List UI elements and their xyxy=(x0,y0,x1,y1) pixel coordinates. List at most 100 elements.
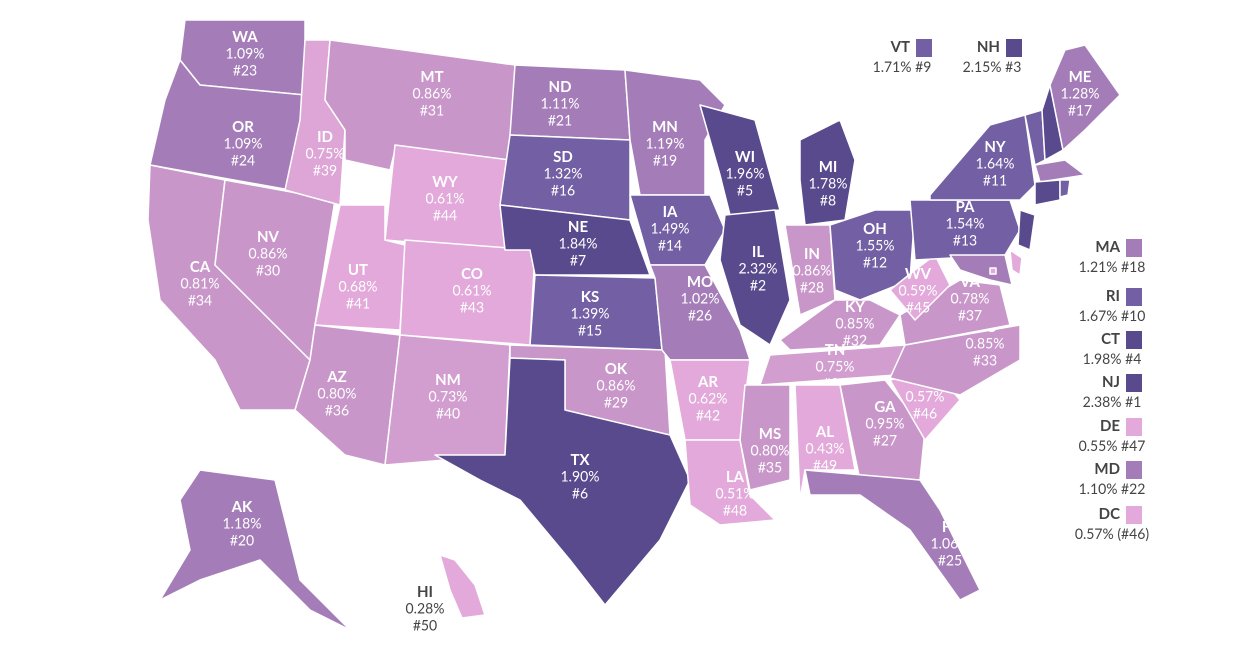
state-share: 0.86% xyxy=(413,85,452,102)
state-abbr: MN xyxy=(652,118,678,136)
state-share: 1.78% xyxy=(809,175,848,192)
state-rank: #8 xyxy=(820,192,836,209)
callout-share: 1.71% xyxy=(873,58,912,75)
state: IA1.49%#14 xyxy=(629,194,726,266)
state-rank: #16 xyxy=(551,182,575,199)
state-abbr: ND xyxy=(549,78,572,96)
state-shape xyxy=(949,254,1013,286)
state-abbr: OR xyxy=(232,118,254,136)
state: ME1.28%#17 xyxy=(1049,44,1121,151)
state: PA1.54%#13 xyxy=(909,198,1021,261)
state-abbr: HI xyxy=(417,583,433,601)
state: TX1.90%#6 xyxy=(434,357,691,606)
callout-share: 0.57% xyxy=(1075,525,1114,542)
state-abbr: SD xyxy=(553,148,573,166)
state-rank: #13 xyxy=(953,232,977,249)
state-abbr: WA xyxy=(232,28,258,46)
state-rank: #17 xyxy=(1068,102,1092,119)
callout-swatch xyxy=(1126,461,1142,479)
state-share: 0.86% xyxy=(597,377,636,394)
callout-value: 1.67% #10 xyxy=(1079,307,1146,324)
state-share: 0.86% xyxy=(793,262,832,279)
state-shape xyxy=(794,384,856,501)
state: MA 1.21% #18 xyxy=(1034,159,1146,275)
state-abbr: PA xyxy=(956,198,976,216)
state: AK1.18%#20 xyxy=(159,469,351,631)
state-rank: #32 xyxy=(843,332,867,349)
callout-swatch xyxy=(1006,39,1022,57)
callout-value: 0.55% #47 xyxy=(1079,437,1146,454)
state-share: 1.11% xyxy=(541,95,580,112)
state: NM0.73%#40 xyxy=(384,334,511,466)
callout-share: 2.38% xyxy=(1083,393,1122,410)
state-shape xyxy=(159,469,351,631)
state-share: 1.32% xyxy=(544,165,583,182)
callout-rank: #18 xyxy=(1121,258,1145,275)
state-shape xyxy=(889,254,951,321)
state-rank: #35 xyxy=(758,459,782,476)
state: NJ 2.38% #1 xyxy=(1017,209,1142,410)
callout-rank: #4 xyxy=(1125,350,1141,367)
state: MD 1.10% #22 xyxy=(949,254,1146,497)
state-shape xyxy=(804,469,981,601)
state: ND1.11%#21 xyxy=(509,64,631,141)
callout-abbr: RI xyxy=(1106,287,1120,305)
callout-share: 1.67% xyxy=(1079,307,1118,324)
state-abbr: IA xyxy=(663,203,678,221)
state-share: 1.54% xyxy=(946,215,985,232)
state-rank: #48 xyxy=(723,502,747,519)
callout-abbr: NJ xyxy=(1102,373,1120,391)
state-share: 0.73% xyxy=(429,388,468,405)
state: RI 1.67% #10 xyxy=(1059,179,1146,324)
state-rank: #11 xyxy=(983,172,1007,189)
callout-value: 1.21% #18 xyxy=(1079,258,1146,275)
callout-swatch xyxy=(1126,288,1142,306)
state-abbr: UT xyxy=(348,261,368,279)
state-rank: #26 xyxy=(688,307,712,324)
state-share: 0.81% xyxy=(181,275,220,292)
state-rank: #15 xyxy=(578,322,602,339)
state-rank: #37 xyxy=(958,307,982,324)
callout-value: 1.98% #4 xyxy=(1083,350,1142,367)
state-abbr: KY xyxy=(845,298,865,316)
state: LA0.51%#48 xyxy=(684,439,776,526)
state-abbr: IL xyxy=(752,243,764,261)
state-abbr: MI xyxy=(819,158,838,176)
state: WV0.59%#45 xyxy=(889,254,951,321)
callout-rank: #47 xyxy=(1121,437,1145,454)
callout-value: 1.10% #22 xyxy=(1079,480,1146,497)
state-shape xyxy=(739,384,791,491)
state: MO1.02%#26 xyxy=(649,264,751,361)
state-abbr: WY xyxy=(432,173,458,191)
state-abbr: LA xyxy=(726,468,745,486)
state-share: 1.06% xyxy=(931,535,970,552)
state-share: 0.80% xyxy=(318,385,357,402)
callout-swatch xyxy=(1126,239,1142,257)
state-rank: #12 xyxy=(863,254,887,271)
state-abbr: WI xyxy=(735,148,755,166)
state-abbr: MS xyxy=(759,425,781,443)
state-share: 1.55% xyxy=(856,237,895,254)
callout-value: 2.15% #3 xyxy=(963,58,1022,75)
state-share: 0.61% xyxy=(426,190,465,207)
state: VT 1.71% #9 xyxy=(873,38,1046,166)
callout-share: 2.15% xyxy=(963,58,1002,75)
state-shape xyxy=(989,267,997,275)
state-share: 0.28% xyxy=(406,600,445,617)
state-shape xyxy=(889,324,1021,396)
state-rank: #7 xyxy=(570,252,586,269)
state-share: 0.68% xyxy=(339,278,378,295)
callout-value: 1.71% #9 xyxy=(873,58,932,75)
state-rank: #23 xyxy=(233,62,257,79)
state-share: 1.09% xyxy=(226,45,265,62)
callout-rank: #1 xyxy=(1125,393,1141,410)
state: MI1.78%#8 xyxy=(799,119,856,226)
callout-share: 1.98% xyxy=(1083,350,1122,367)
callout-swatch xyxy=(1126,506,1142,524)
state-shape xyxy=(624,69,726,196)
state-share: 1.84% xyxy=(559,235,598,252)
state-rank: #50 xyxy=(413,617,437,634)
state-rank: #45 xyxy=(906,299,930,316)
state-shape xyxy=(439,554,486,619)
